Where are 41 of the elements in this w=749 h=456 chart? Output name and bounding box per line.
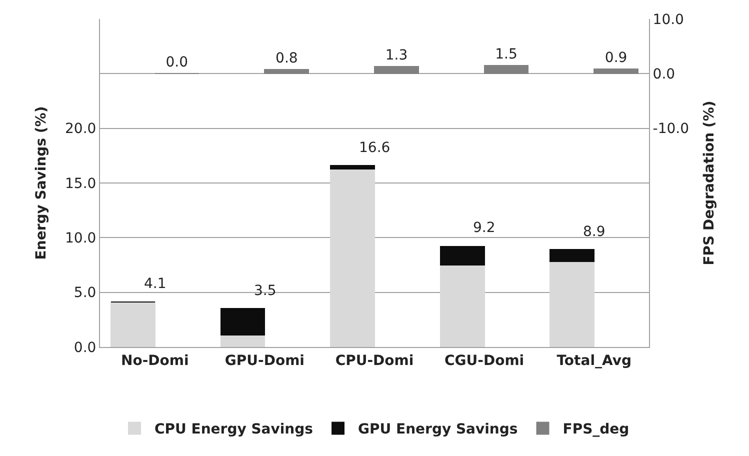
bar xyxy=(220,308,266,336)
total-label: 9.2 xyxy=(473,220,496,236)
bar xyxy=(330,165,375,170)
data-label: 0.0 xyxy=(166,54,188,71)
bar xyxy=(440,246,485,266)
bar xyxy=(440,264,485,347)
y2-tick-label: -10.0 xyxy=(652,121,690,138)
total-label: 16.6 xyxy=(359,140,390,156)
bar xyxy=(484,64,529,74)
bar xyxy=(330,168,375,347)
total-label: 3.5 xyxy=(254,283,276,299)
x-tick-label: No-Domi xyxy=(121,352,189,369)
y-tick-label: 20.0 xyxy=(65,121,96,138)
legend-label: GPU Energy Savings xyxy=(358,422,518,438)
bar xyxy=(374,66,419,74)
y-tick-label: 0.0 xyxy=(74,340,96,356)
bar xyxy=(110,302,156,347)
legend-label: CPU Energy Savings xyxy=(154,422,314,438)
x-tick-label: GPU-Domi xyxy=(224,352,304,369)
y-tick-label: 5.0 xyxy=(74,285,96,302)
legend-label: FPS_deg xyxy=(562,422,630,438)
x-tick-label: Total_Avg xyxy=(556,352,632,369)
data-label: 0.9 xyxy=(604,50,628,66)
bar xyxy=(264,68,310,74)
data-label: 1.5 xyxy=(495,46,518,62)
bar xyxy=(550,249,595,262)
y2-tick-label: 0.0 xyxy=(652,66,676,83)
y-tick-label: 15.0 xyxy=(65,176,96,192)
x-tick-label: CPU-Domi xyxy=(335,352,414,369)
total-label: 8.9 xyxy=(583,224,606,240)
y-axis-title: Energy Savings (%) xyxy=(34,106,50,260)
bar xyxy=(594,68,639,74)
data-label: 0.8 xyxy=(276,50,298,66)
x-tick-label: CGU-Domi xyxy=(444,352,524,369)
bar xyxy=(220,334,266,347)
y2-tick-label: 10.0 xyxy=(652,12,684,28)
total-label: 4.1 xyxy=(144,276,166,292)
bar xyxy=(550,261,595,347)
y-tick-label: 10.0 xyxy=(65,230,96,247)
data-label: 1.3 xyxy=(385,48,408,64)
y2-axis-title: FPS Degradation (%) xyxy=(701,100,718,266)
